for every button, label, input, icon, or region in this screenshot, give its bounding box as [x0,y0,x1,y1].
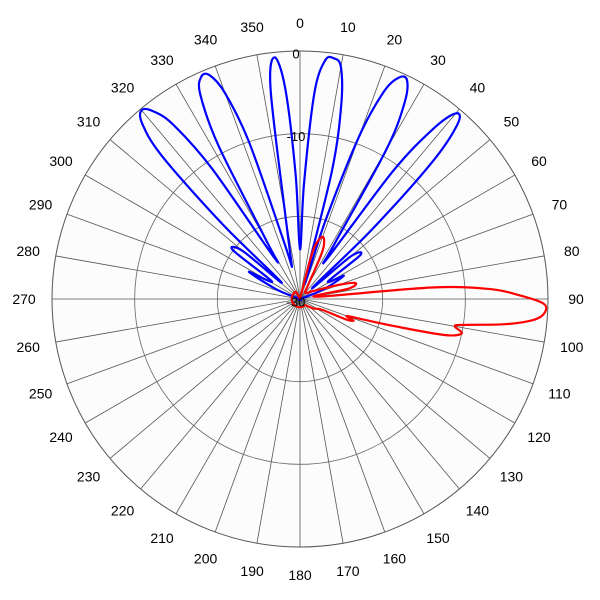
angle-tick-label: 290 [29,197,53,213]
angular-gridline [55,298,301,343]
angular-gridline [256,298,301,544]
angle-tick-label: 200 [194,550,218,566]
radial-grid [51,50,549,548]
angular-gridline [299,298,386,533]
angle-tick-label: 260 [17,339,41,355]
angle-tick-label: 110 [548,385,571,401]
angle-tick-label: 340 [194,32,218,48]
angle-tick-label: 180 [288,567,312,583]
angle-labels: 0 10 20 30 40 50 60 70 80 90 100 110 120 130 140 150 160… [12,15,584,583]
angle-tick-label: 190 [240,563,264,579]
angle-tick-label: 90 [568,291,584,307]
angle-tick-label: 280 [17,243,41,259]
angle-tick-label: 170 [336,563,360,579]
series-layer [138,55,548,337]
angular-gridline [175,298,301,514]
angular-gridline [299,298,491,459]
angular-gridline [85,298,301,424]
angle-tick-label: 330 [150,52,174,68]
angle-tick-label: 310 [77,114,101,130]
radial-tick-label: -30 [287,295,306,310]
angular-gridline [299,54,344,300]
angle-tick-label: 240 [49,429,73,445]
angle-tick-label: 40 [470,80,486,96]
angle-tick-label: 0 [296,15,304,31]
angular-grid [52,51,548,547]
angular-gridline [109,298,301,459]
angle-tick-label: 60 [531,153,547,169]
angle-tick-label: 220 [111,502,135,518]
angle-tick-label: 10 [340,19,356,35]
series-line [290,235,548,337]
angular-gridline [299,298,545,343]
angle-tick-label: 160 [383,550,407,566]
radial-tick-label: 0 [292,47,299,62]
angle-tick-label: 130 [500,468,524,484]
angle-tick-label: 320 [111,80,135,96]
angle-tick-label: 80 [564,243,580,259]
angular-gridline [299,298,460,490]
radial-gridline [51,50,549,548]
angle-tick-label: 350 [240,19,264,35]
angular-gridline [299,298,534,385]
angle-tick-label: 20 [387,32,403,48]
angle-tick-label: 50 [504,114,520,130]
angular-gridline [299,65,386,300]
angular-gridline [299,298,425,514]
angular-gridline [140,298,301,490]
angular-gridline [299,84,425,300]
angular-gridline [214,298,301,533]
angle-tick-label: 140 [466,502,490,518]
angle-tick-label: 250 [29,385,53,401]
angle-tick-label: 70 [552,197,568,213]
angle-tick-label: 300 [49,153,73,169]
angular-gridline [299,298,344,544]
angular-gridline [299,108,460,300]
radial-labels: 0 -10 -30 [287,47,306,310]
angle-tick-label: 230 [77,468,101,484]
angular-gridline [66,213,301,300]
angular-gridline [66,298,301,385]
angle-tick-label: 150 [426,530,450,546]
radial-gridline [216,215,384,383]
angular-gridline [55,255,301,300]
angular-gridline [256,54,301,300]
angular-gridline [299,298,515,424]
angular-gridline [299,255,545,300]
angle-tick-label: 30 [430,52,446,68]
angular-gridline [175,84,301,300]
radial-tick-label: -10 [287,129,306,144]
radial-gridline [134,133,466,465]
angle-tick-label: 100 [560,339,584,355]
angle-tick-label: 270 [12,291,36,307]
angle-tick-label: 210 [150,530,174,546]
series-line [138,55,461,302]
angular-gridline [214,65,301,300]
angular-gridline [140,108,301,300]
angle-tick-label: 120 [527,429,551,445]
